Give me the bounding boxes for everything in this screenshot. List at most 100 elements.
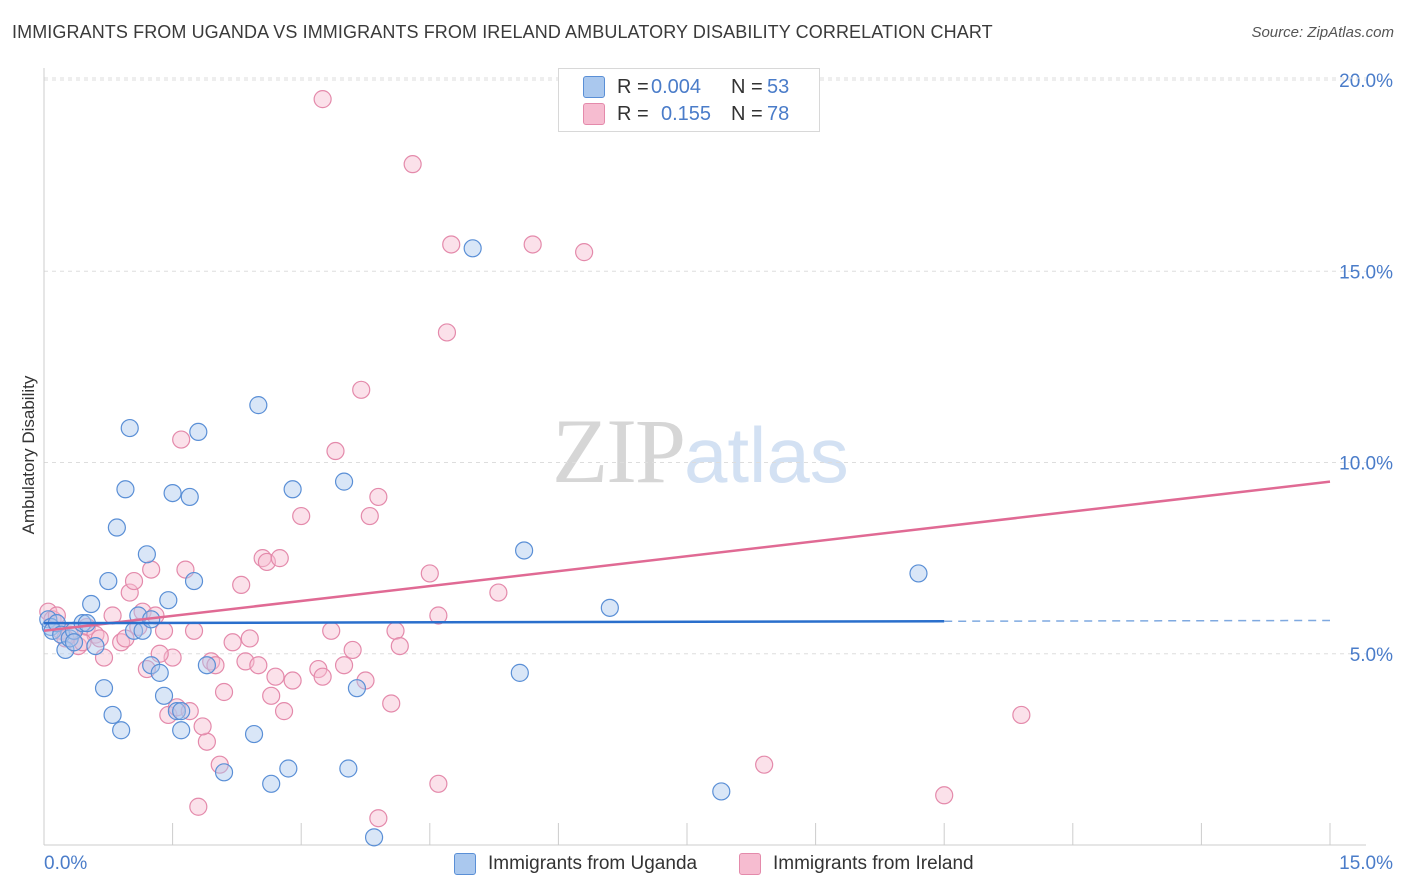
ireland-point [184, 621, 204, 640]
uganda-point [279, 759, 298, 778]
ireland-point [266, 667, 285, 686]
ireland-point [352, 380, 371, 399]
legend-r-label: R = [617, 102, 649, 125]
ireland-point [292, 506, 311, 526]
legend-r-value: 0.155 [661, 102, 712, 125]
uganda-point [189, 422, 208, 441]
uganda-point [364, 828, 384, 847]
chart-title: IMMIGRANTS FROM UGANDA VS IMMIGRANTS FRO… [12, 22, 993, 42]
uganda-point [120, 418, 139, 438]
legend-swatch-uganda [583, 76, 605, 98]
x-tick-label: 15.0% [1339, 853, 1393, 874]
ireland-point [249, 656, 268, 675]
uganda-point [283, 480, 302, 499]
source-label: Source: ZipAtlas.com [1251, 24, 1394, 41]
uganda-point [244, 724, 264, 744]
uganda-point [137, 545, 156, 564]
ireland-point [523, 235, 542, 254]
y-tick-label: 5.0% [1350, 645, 1393, 666]
ireland-point [193, 717, 212, 736]
uganda-point [86, 636, 105, 656]
uganda-point [262, 774, 281, 793]
x-tick-label: 0.0% [44, 853, 87, 874]
stats-legend: R = 0.004 N = 53 R = 0.155 N = 78 [558, 68, 820, 132]
y-tick-label: 15.0% [1339, 262, 1393, 283]
ireland-point [1012, 705, 1031, 725]
legend-n-value: 78 [767, 102, 790, 125]
uganda-point [334, 472, 354, 491]
uganda-point [94, 679, 114, 698]
uganda-point [112, 721, 131, 740]
ireland-point [429, 606, 448, 625]
ireland-point [240, 629, 259, 648]
uganda-point [463, 239, 482, 258]
uganda-point [99, 571, 118, 591]
uganda-point [515, 541, 534, 560]
bottom-legend-label-ireland: Immigrants from Ireland [773, 853, 974, 874]
ireland-point [189, 797, 208, 816]
ireland-point [124, 571, 144, 591]
ireland-point [334, 656, 354, 675]
ireland-point [442, 235, 461, 254]
ireland-point [360, 506, 379, 526]
ireland-point [390, 636, 409, 656]
uganda-point [339, 759, 358, 778]
ireland-point [270, 549, 289, 568]
legend-n-value: 53 [767, 75, 790, 98]
uganda-point [180, 487, 199, 507]
ireland-point [142, 560, 161, 579]
uganda-point [64, 633, 84, 652]
uganda-point [159, 591, 178, 610]
ireland-point [197, 732, 216, 751]
ireland-point [214, 682, 234, 702]
legend-r-label: R = [617, 75, 649, 98]
ireland-point [313, 90, 332, 109]
legend-r-value: 0.004 [651, 75, 702, 98]
uganda-point [712, 782, 731, 801]
ireland-point [120, 583, 139, 602]
bottom-legend-ireland: Immigrants from Ireland [739, 852, 974, 876]
watermark-zip: ZIP [552, 400, 686, 502]
ireland-point [420, 564, 439, 583]
ireland-point [223, 633, 242, 652]
uganda-point [107, 518, 126, 537]
bottom-legend-uganda: Immigrants from Uganda [454, 852, 697, 876]
uganda-trend-line [43, 619, 945, 625]
uganda-point [116, 480, 135, 499]
ireland-point [274, 702, 294, 721]
ireland-point [755, 755, 774, 774]
legend-n-label: N = [731, 75, 763, 98]
y-tick-label: 20.0% [1339, 71, 1393, 92]
ireland-point [283, 671, 302, 690]
ireland-point [262, 686, 281, 705]
watermark-atlas: atlas [684, 411, 849, 499]
uganda-point [249, 396, 268, 415]
uganda-point [154, 686, 174, 705]
ireland-point [343, 640, 362, 660]
ireland-point [403, 155, 422, 174]
ireland-point [172, 430, 191, 449]
uganda-point [103, 705, 122, 725]
ireland-point [232, 575, 251, 595]
bottom-legend-label-uganda: Immigrants from Uganda [488, 853, 698, 874]
ireland-point [326, 441, 345, 461]
uganda-point [347, 679, 367, 698]
uganda-point [150, 663, 169, 682]
uganda-trend-extension [944, 619, 1331, 622]
uganda-point [82, 594, 101, 614]
ireland-point [322, 621, 341, 640]
ireland-point [429, 774, 448, 793]
ireland-point [313, 667, 332, 686]
ireland-point [437, 323, 457, 342]
ireland-point [575, 243, 594, 262]
uganda-point [197, 656, 216, 675]
legend-swatch-ireland [583, 103, 605, 125]
uganda-point [214, 763, 234, 782]
watermark: ZIPatlas [552, 398, 849, 504]
y-tick-label: 10.0% [1339, 454, 1393, 475]
ireland-point [935, 786, 954, 805]
uganda-point [510, 663, 529, 682]
uganda-point [172, 702, 191, 721]
uganda-point [172, 721, 191, 740]
